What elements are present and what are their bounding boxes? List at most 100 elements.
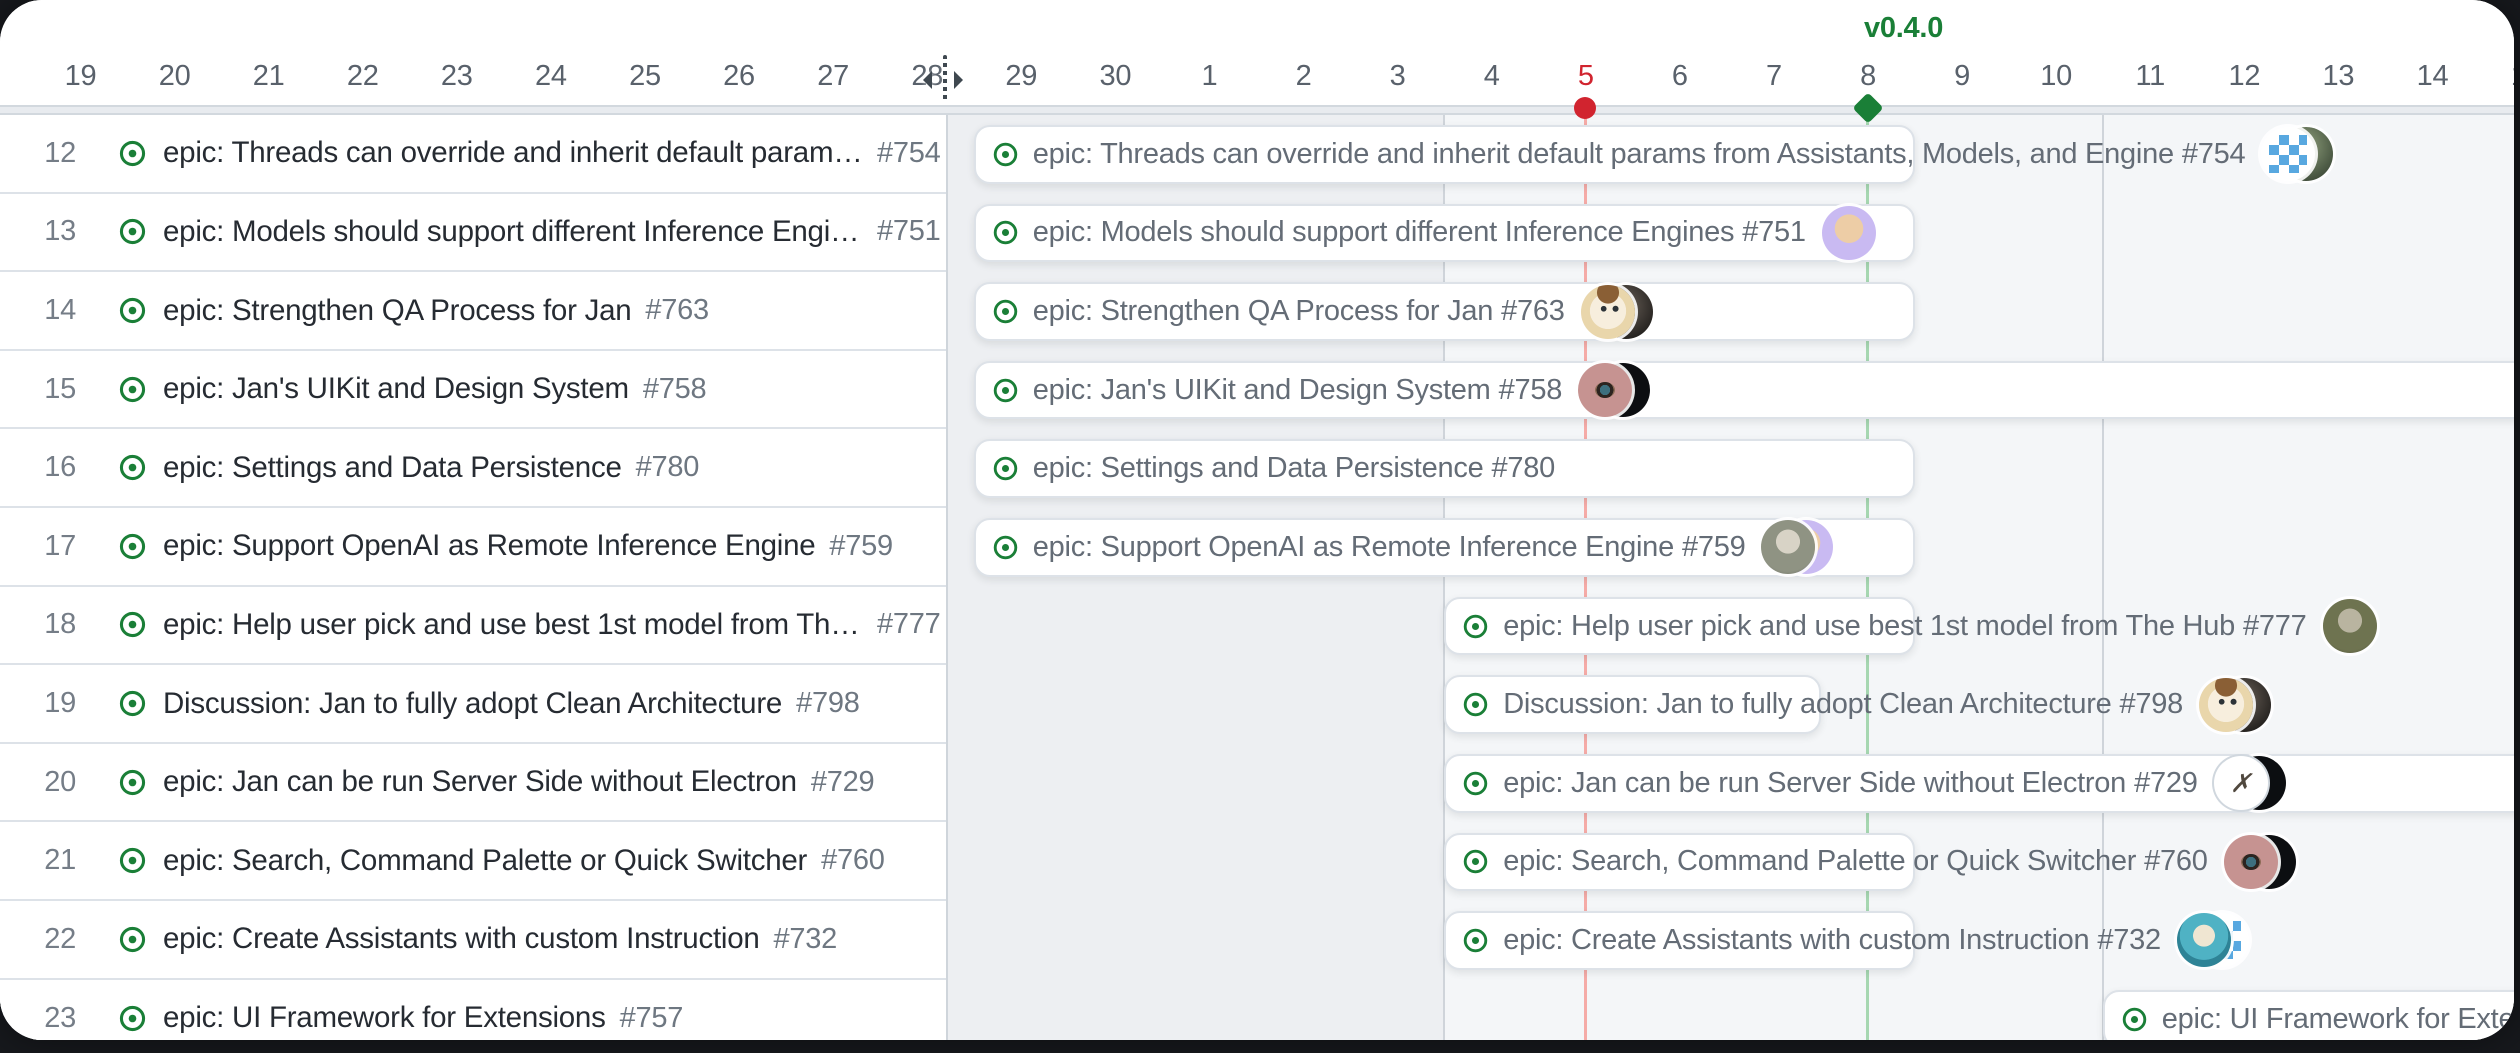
timeline-bar[interactable]: epic: Create Assistants with custom Inst… <box>1444 901 2249 980</box>
bar-label: Discussion: Jan to fully adopt Clean Arc… <box>1503 688 2183 721</box>
open-issue-icon <box>993 535 1018 560</box>
header-day: 23 <box>440 60 473 92</box>
timeline-bar[interactable]: epic: Threads can override and inherit d… <box>973 115 2334 194</box>
table-row[interactable]: 21 epic: Search, Command Palette or Quick… <box>0 822 946 902</box>
table-row[interactable]: 16 epic: Settings and Data Persistence #78… <box>0 429 946 509</box>
bar-pill[interactable] <box>1444 911 1915 970</box>
assignee-avatar[interactable] <box>2223 834 2278 889</box>
today-marker-dot <box>1574 97 1597 119</box>
timeline-bar[interactable]: Discussion: Jan to fully adopt Clean Arc… <box>1444 665 2272 744</box>
open-issue-icon <box>119 376 146 402</box>
header-day: 5 <box>1577 60 1594 92</box>
bar-issue-number: #751 <box>1742 216 1806 249</box>
open-issue-icon <box>119 455 146 481</box>
bar-title-text: epic: Create Assistants with custom Inst… <box>1503 923 2090 956</box>
bar-issue-number: #760 <box>2144 845 2208 878</box>
table-row[interactable]: 13 epic: Models should support different … <box>0 193 946 273</box>
assignee-avatar[interactable] <box>1578 363 1633 418</box>
assignee-avatar[interactable] <box>2199 677 2254 732</box>
bar-pill[interactable] <box>973 282 1915 341</box>
timeline-bar[interactable]: epic: Search, Command Palette or Quick S… <box>1444 823 2296 902</box>
timeline-bar[interactable]: epic: Support OpenAI as Remote Inference… <box>973 508 1915 587</box>
bar-content: epic: Jan's UIKit and Design System #758 <box>974 363 1651 418</box>
issue-title: epic: Create Assistants with custom Inst… <box>163 922 760 956</box>
bar-title-text: epic: Strengthen QA Process for Jan <box>1032 295 1494 328</box>
row-number: 22 <box>44 922 76 955</box>
table-row[interactable]: 15 epic: Jan's UIKit and Design System #75… <box>0 350 946 430</box>
table-row[interactable]: 23 epic: UI Framework for Extensions #757 <box>0 979 946 1040</box>
milestone-label[interactable]: v0.4.0 <box>1863 12 1944 44</box>
today-vertical-line <box>1583 115 1587 1040</box>
bar-issue-number: #798 <box>2119 688 2184 721</box>
bar-pill[interactable] <box>1444 675 1821 734</box>
open-issue-icon <box>1462 613 1489 640</box>
row-number: 12 <box>44 136 76 169</box>
timeline-bar[interactable]: epic: Strengthen QA Process for Jan #763 <box>973 272 1915 351</box>
bar-title-text: Discussion: Jan to fully adopt Clean Arc… <box>1503 688 2112 721</box>
table-row[interactable]: 22 epic: Create Assistants with custom In… <box>0 901 946 980</box>
bar-title-text: epic: Support OpenAI as Remote Inference… <box>1032 530 1674 563</box>
row-number: 20 <box>44 765 76 798</box>
header-day: 21 <box>252 60 285 92</box>
open-issue-icon <box>2122 1007 2146 1031</box>
assignee-avatar-stack <box>1821 205 1876 260</box>
issue-title: epic: Help user pick and use best 1st mo… <box>163 607 863 641</box>
bar-pill[interactable] <box>2102 989 2514 1040</box>
header-day: 13 <box>2322 60 2355 92</box>
assignee-avatar[interactable] <box>2322 599 2377 654</box>
open-issue-icon <box>1463 771 1488 795</box>
bar-issue-number: #758 <box>1498 373 1563 406</box>
timeline-bar[interactable]: epic: Models should support different In… <box>973 194 1915 273</box>
bar-label: epic: Settings and Data Persistence #780 <box>1033 452 1555 485</box>
bar-title-text: epic: Threads can override and inherit d… <box>1032 137 2174 170</box>
bar-pill[interactable] <box>973 518 1915 577</box>
bar-label: epic: Models should support different In… <box>1033 216 1806 249</box>
bar-pill[interactable] <box>973 203 1915 263</box>
bar-pill[interactable] <box>973 125 1915 184</box>
bar-content: epic: Jan can be run Server Side without… <box>1444 756 2286 811</box>
open-issue-icon <box>119 140 146 166</box>
bar-pill[interactable] <box>1444 753 2514 813</box>
assignee-avatar[interactable] <box>2213 756 2268 811</box>
header-day: 26 <box>723 60 755 92</box>
table-row[interactable]: 12 epic: Threads can override and inherit… <box>0 115 946 194</box>
bar-title-text: epic: Jan's UIKit and Design System <box>1032 373 1491 406</box>
issue-title: epic: Jan can be run Server Side without… <box>163 765 797 799</box>
assignee-avatar-stack <box>1761 520 1834 575</box>
timeline-bar[interactable]: epic: UI Framework for Extensions#757 <box>2102 980 2514 1040</box>
open-issue-icon <box>118 217 147 246</box>
table-row[interactable]: 14 epic: Strengthen QA Process for Jan #76… <box>0 272 946 351</box>
assignee-avatar[interactable] <box>1761 520 1816 575</box>
open-issue-icon <box>119 926 146 952</box>
bar-pill[interactable] <box>973 439 1915 499</box>
table-row[interactable]: 17 epic: Support OpenAI as Remote Inferen… <box>0 508 946 587</box>
issue-number: #777 <box>877 608 941 641</box>
row-number: 23 <box>44 1001 76 1034</box>
assignee-avatar[interactable] <box>1821 205 1876 260</box>
timeline-bar[interactable]: epic: Jan's UIKit and Design System #758 <box>973 351 2514 430</box>
assignee-avatar[interactable] <box>2261 127 2316 182</box>
assignee-avatar[interactable] <box>1580 284 1635 339</box>
issue-title: epic: Strengthen QA Process for Jan <box>163 293 632 327</box>
table-row[interactable]: 20 epic: Jan can be run Server Side witho… <box>0 743 946 823</box>
bar-pill[interactable] <box>973 360 2514 420</box>
table-row[interactable]: 19 Discussion: Jan to fully adopt Clean A… <box>0 665 946 744</box>
assignee-avatar[interactable] <box>2176 913 2231 968</box>
bar-content: epic: Settings and Data Persistence #780 <box>974 452 1555 485</box>
timeline-bar[interactable]: epic: Settings and Data Persistence #780 <box>973 429 1915 508</box>
open-issue-icon <box>1463 692 1488 717</box>
timeline-bar[interactable]: epic: Jan can be run Server Side without… <box>1444 744 2514 823</box>
issue-number: #754 <box>877 136 941 169</box>
bar-pill[interactable] <box>1444 596 1915 656</box>
table-row[interactable]: 18 epic: Help user pick and use best 1st … <box>0 586 946 666</box>
open-issue-icon <box>118 296 147 325</box>
bar-pill[interactable] <box>1444 832 1915 892</box>
bar-label: epic: Jan's UIKit and Design System #758 <box>1032 373 1563 407</box>
week-boundary-line <box>1443 115 1446 1040</box>
header-day: 6 <box>1671 60 1688 92</box>
bar-content: epic: Help user pick and use best 1st mo… <box>1444 599 2377 654</box>
bar-content: epic: Search, Command Palette or Quick S… <box>1444 834 2296 889</box>
timeline-bar[interactable]: epic: Help user pick and use best 1st mo… <box>1444 587 2377 666</box>
